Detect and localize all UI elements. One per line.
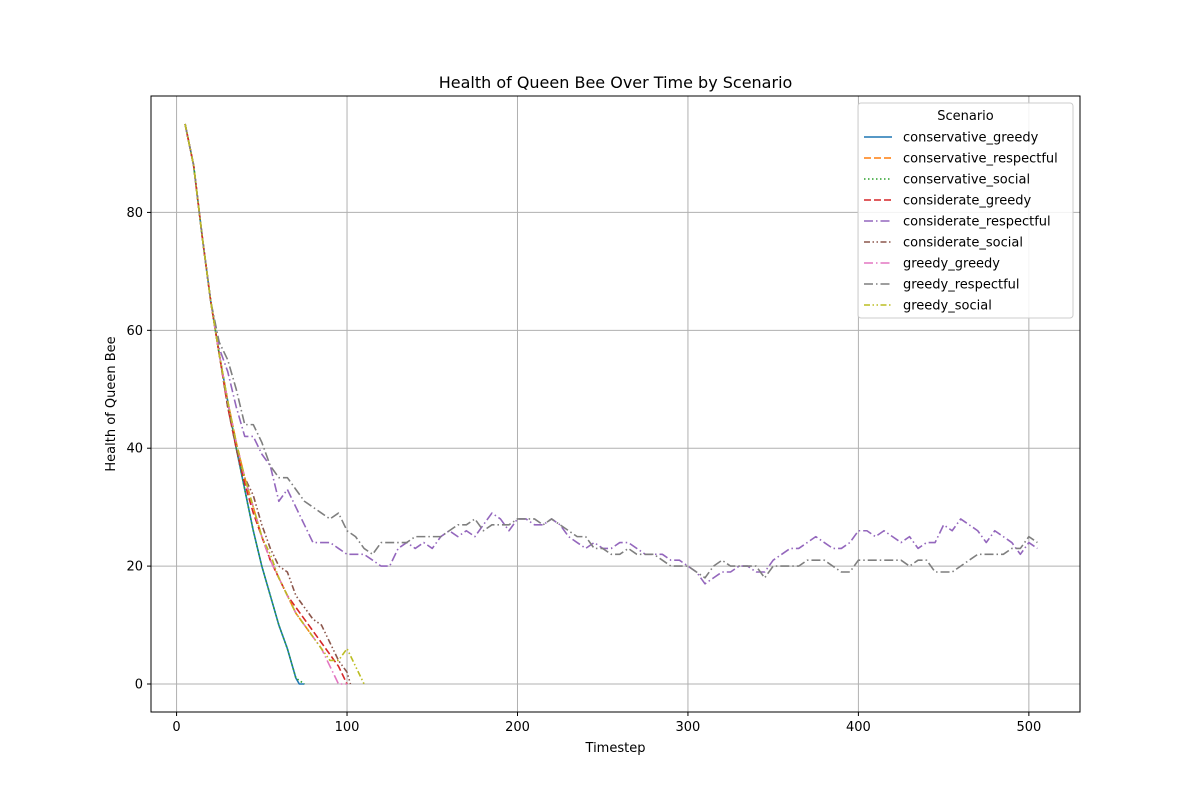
series-line-greedy-respectful: [184, 123, 1038, 579]
series-line-considerate-social: [184, 123, 352, 685]
x-tick-label: 500: [1016, 720, 1041, 735]
legend: Scenario conservative_greedyconservative…: [857, 102, 1074, 319]
legend-label: greedy_greedy: [903, 257, 1000, 272]
axis-ticks: 0 100 200 300 400 500 0 20 40 60 80: [126, 206, 1041, 735]
legend-label: greedy_respectful: [903, 278, 1020, 293]
legend-box: [857, 102, 1074, 319]
legend-label: considerate_greedy: [903, 194, 1031, 209]
y-tick-label: 40: [126, 442, 143, 457]
y-tick-label: 0: [135, 678, 143, 693]
y-axis-label: Health of Queen Bee: [104, 336, 119, 471]
x-tick-label: 300: [676, 720, 701, 735]
x-tick-label: 0: [172, 720, 180, 735]
legend-entries: conservative_greedy conservative_respectf…: [864, 131, 1058, 314]
chart-title: Health of Queen Bee Over Time by Scenari…: [439, 73, 793, 92]
x-axis-label: Timestep: [585, 741, 646, 756]
y-tick-label: 60: [126, 324, 143, 339]
x-tick-label: 400: [846, 720, 871, 735]
plot-frame: [150, 95, 1081, 713]
series-line-greedy-social: [184, 123, 365, 685]
legend-label: greedy_social: [903, 299, 992, 314]
y-tick-label: 20: [126, 560, 143, 575]
x-tick-label: 200: [505, 720, 530, 735]
legend-label: considerate_social: [903, 236, 1023, 251]
legend-label: conservative_respectful: [903, 152, 1058, 167]
x-tick-label: 100: [335, 720, 360, 735]
legend-title: Scenario: [937, 109, 994, 124]
series-lines: [184, 123, 1038, 685]
legend-label: conservative_greedy: [903, 131, 1039, 146]
legend-label: conservative_social: [903, 173, 1030, 188]
legend-label: considerate_respectful: [903, 215, 1051, 230]
y-tick-label: 80: [126, 206, 143, 221]
series-line-considerate-respectful: [184, 123, 1038, 585]
